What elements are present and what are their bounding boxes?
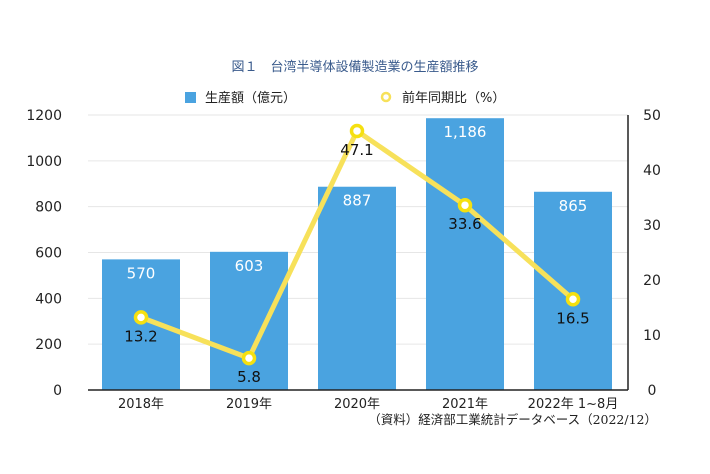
left-tick-label: 1000 <box>26 154 62 170</box>
yoy-value-label: 13.2 <box>124 327 157 345</box>
bar <box>318 186 396 390</box>
bars: 570 603 887 1,186 865 <box>102 118 612 390</box>
bar <box>534 191 612 390</box>
yoy-point <box>133 310 149 325</box>
yoy-point <box>349 123 365 139</box>
yoy-value-label: 5.8 <box>237 368 261 386</box>
left-tick-label: 200 <box>35 337 62 353</box>
yoy-line: 13.2 5.8 47.1 33.6 16.5 <box>124 123 590 386</box>
x-tick-label: 2020年 <box>334 397 380 412</box>
bar-value-label: 865 <box>559 197 588 215</box>
left-tick-label: 600 <box>35 246 62 262</box>
source-note: （資料）経済部工業統計データベース（2022/12） <box>368 412 657 427</box>
right-axis-ticks: 0 10 20 30 40 50 <box>643 108 661 399</box>
yoy-value-label: 47.1 <box>340 141 373 159</box>
chart-title: 図１ 台湾半導体設備製造業の生産額推移 <box>231 59 478 75</box>
yoy-point <box>565 292 581 307</box>
x-tick-label: 2022年 1~8月 <box>528 397 619 412</box>
right-tick-label: 30 <box>643 218 661 234</box>
right-tick-label: 0 <box>648 383 657 399</box>
x-tick-label: 2019年 <box>226 397 272 412</box>
right-tick-label: 40 <box>643 163 661 179</box>
legend-label-bar: 生産額（億元） <box>205 90 296 106</box>
legend-label-line: 前年同期比（%） <box>402 90 505 106</box>
bar <box>210 251 288 390</box>
x-tick-label: 2021年 <box>442 397 488 412</box>
right-tick-label: 20 <box>643 273 661 289</box>
x-tick-label: 2018年 <box>118 397 164 412</box>
x-axis-ticks: 2018年 2019年 2020年 2021年 2022年 1~8月 <box>118 397 618 412</box>
bar-value-label: 887 <box>343 192 372 210</box>
left-tick-label: 400 <box>35 291 62 307</box>
legend-swatch-bar <box>185 92 196 103</box>
right-tick-label: 10 <box>643 328 661 344</box>
bar-value-label: 1,186 <box>444 123 487 141</box>
bar-value-label: 570 <box>127 264 156 282</box>
left-tick-label: 0 <box>53 383 62 399</box>
axes <box>88 115 629 391</box>
legend: 生産額（億元） 前年同期比（%） <box>185 90 505 106</box>
yoy-point <box>241 350 257 366</box>
left-axis-ticks: 0 200 400 600 800 1000 1200 <box>26 108 62 399</box>
legend-marker-line <box>380 91 392 103</box>
bar-value-label: 603 <box>235 257 264 275</box>
yoy-value-label: 33.6 <box>448 215 481 233</box>
bar <box>426 118 504 390</box>
left-tick-label: 1200 <box>26 108 62 124</box>
yoy-value-label: 16.5 <box>556 309 589 327</box>
yoy-point <box>457 197 473 213</box>
right-tick-label: 50 <box>643 108 661 124</box>
left-tick-label: 800 <box>35 200 62 216</box>
